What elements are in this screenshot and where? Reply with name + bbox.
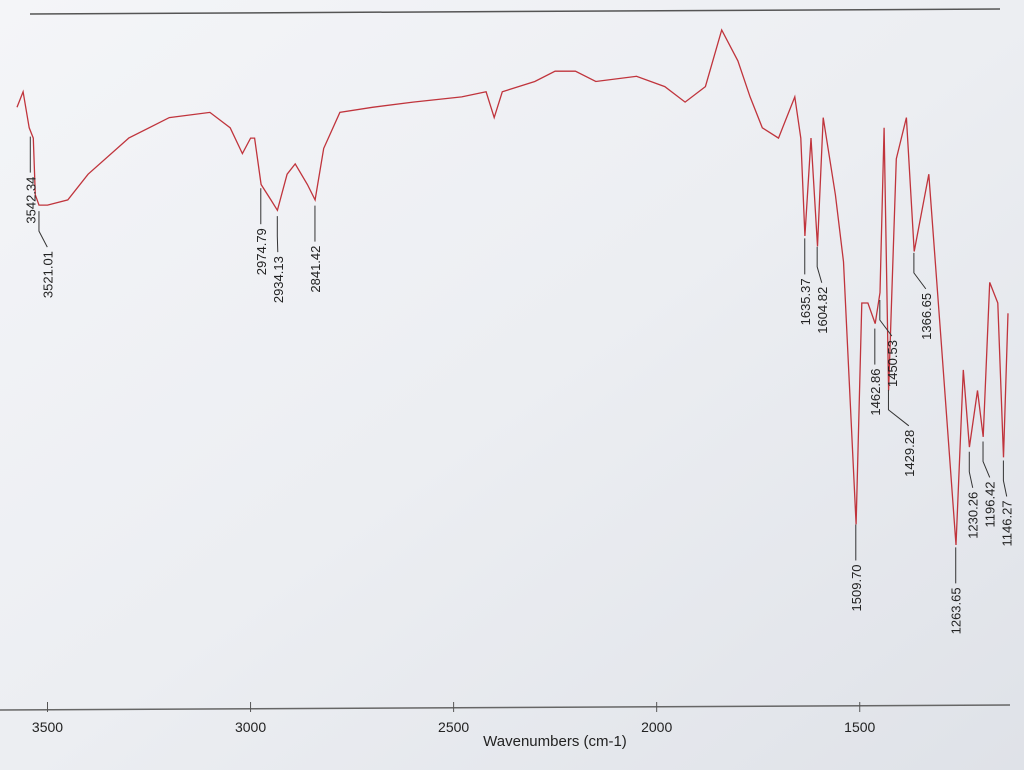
x-axis-label: Wavenumbers (cm-1) xyxy=(483,733,627,750)
x-tick-label: 1500 xyxy=(844,719,875,735)
x-tick-label: 3500 xyxy=(32,719,63,735)
spectrum-line xyxy=(16,28,1009,546)
peak-marker xyxy=(1002,460,1008,497)
peak-label: 1462.86 xyxy=(868,369,883,416)
peak-label: 2934.13 xyxy=(271,256,286,303)
peak-marker xyxy=(38,211,48,248)
peak-label: 3521.01 xyxy=(40,251,55,298)
x-tick-label: 3000 xyxy=(235,719,266,735)
peak-label: 2974.79 xyxy=(254,228,269,275)
peak-marker xyxy=(879,300,893,337)
peak-label: 1146.27 xyxy=(1000,500,1015,546)
peak-label: 2841.42 xyxy=(308,246,323,293)
x-tick-label: 2500 xyxy=(438,719,469,735)
peak-label: 1604.82 xyxy=(815,287,830,334)
x-tick-label: 2000 xyxy=(641,719,672,735)
peak-label: 1635.37 xyxy=(798,278,813,325)
peak-label: 1263.65 xyxy=(949,587,964,634)
peak-marker xyxy=(887,389,910,427)
peak-label: 1366.65 xyxy=(919,293,934,340)
peak-label: 3542.34 xyxy=(23,177,38,224)
peak-label: 1230.26 xyxy=(966,492,981,539)
peak-marker xyxy=(913,252,927,290)
peak-marker xyxy=(968,451,974,488)
peak-marker xyxy=(982,441,991,478)
peak-label: 1196.42 xyxy=(983,481,998,527)
peak-label: 1429.28 xyxy=(902,430,917,477)
frame-top xyxy=(29,8,1001,15)
x-axis xyxy=(0,704,1011,711)
peak-label: 1509.70 xyxy=(849,564,864,611)
peak-label: 1450.53 xyxy=(885,340,900,387)
peak-marker xyxy=(816,246,823,283)
